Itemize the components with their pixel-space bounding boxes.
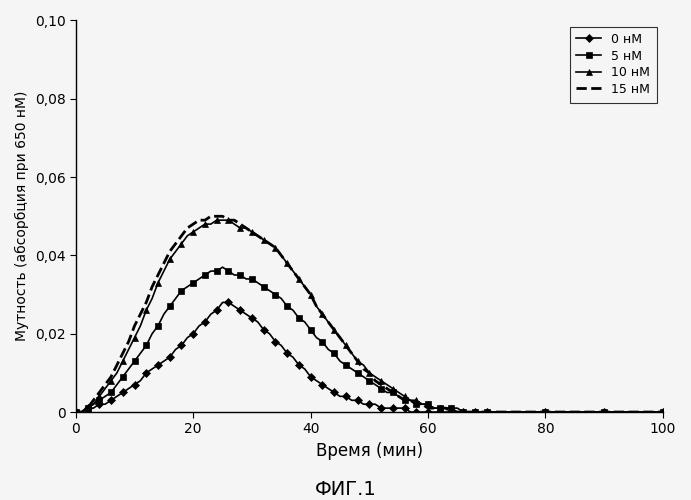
- 5 нМ: [225, 268, 233, 274]
- 10 нМ: [72, 409, 80, 415]
- 0 нМ: [324, 386, 332, 392]
- 10 нМ: [324, 319, 332, 325]
- 0 нМ: [260, 327, 268, 333]
- 0 нМ: [72, 409, 80, 415]
- 10 нМ: [260, 237, 268, 243]
- 15 нМ: [207, 214, 215, 220]
- 10 нМ: [230, 221, 238, 227]
- Line: 5 нМ: 5 нМ: [73, 264, 665, 415]
- 15 нМ: [659, 409, 667, 415]
- 10 нМ: [272, 244, 280, 250]
- 15 нМ: [272, 244, 280, 250]
- X-axis label: Время (мин): Время (мин): [316, 442, 423, 460]
- 0 нМ: [659, 409, 667, 415]
- 10 нМ: [225, 217, 233, 223]
- 5 нМ: [659, 409, 667, 415]
- 15 нМ: [260, 237, 268, 243]
- 15 нМ: [72, 409, 80, 415]
- 15 нМ: [324, 319, 332, 325]
- 10 нМ: [160, 268, 168, 274]
- 0 нМ: [272, 338, 280, 344]
- 15 нМ: [160, 260, 168, 266]
- 10 нМ: [659, 409, 667, 415]
- 5 нМ: [72, 409, 80, 415]
- 5 нМ: [260, 284, 268, 290]
- Legend: 0 нМ, 5 нМ, 10 нМ, 15 нМ: 0 нМ, 5 нМ, 10 нМ, 15 нМ: [570, 26, 656, 102]
- 0 нМ: [218, 300, 227, 306]
- 5 нМ: [324, 346, 332, 352]
- Line: 15 нМ: 15 нМ: [76, 216, 663, 412]
- 5 нМ: [230, 272, 238, 278]
- Y-axis label: Мутность (абсорбция при 650 нМ): Мутность (абсорбция при 650 нМ): [15, 91, 29, 342]
- 5 нМ: [272, 292, 280, 298]
- 5 нМ: [160, 311, 168, 317]
- Line: 0 нМ: 0 нМ: [73, 300, 665, 415]
- Text: ФИГ.1: ФИГ.1: [314, 480, 377, 499]
- 10 нМ: [213, 217, 221, 223]
- 5 нМ: [218, 264, 227, 270]
- 15 нМ: [230, 217, 238, 223]
- 0 нМ: [225, 300, 233, 306]
- 0 нМ: [160, 358, 168, 364]
- Line: 10 нМ: 10 нМ: [73, 218, 665, 415]
- 15 нМ: [225, 217, 233, 223]
- 0 нМ: [230, 304, 238, 310]
